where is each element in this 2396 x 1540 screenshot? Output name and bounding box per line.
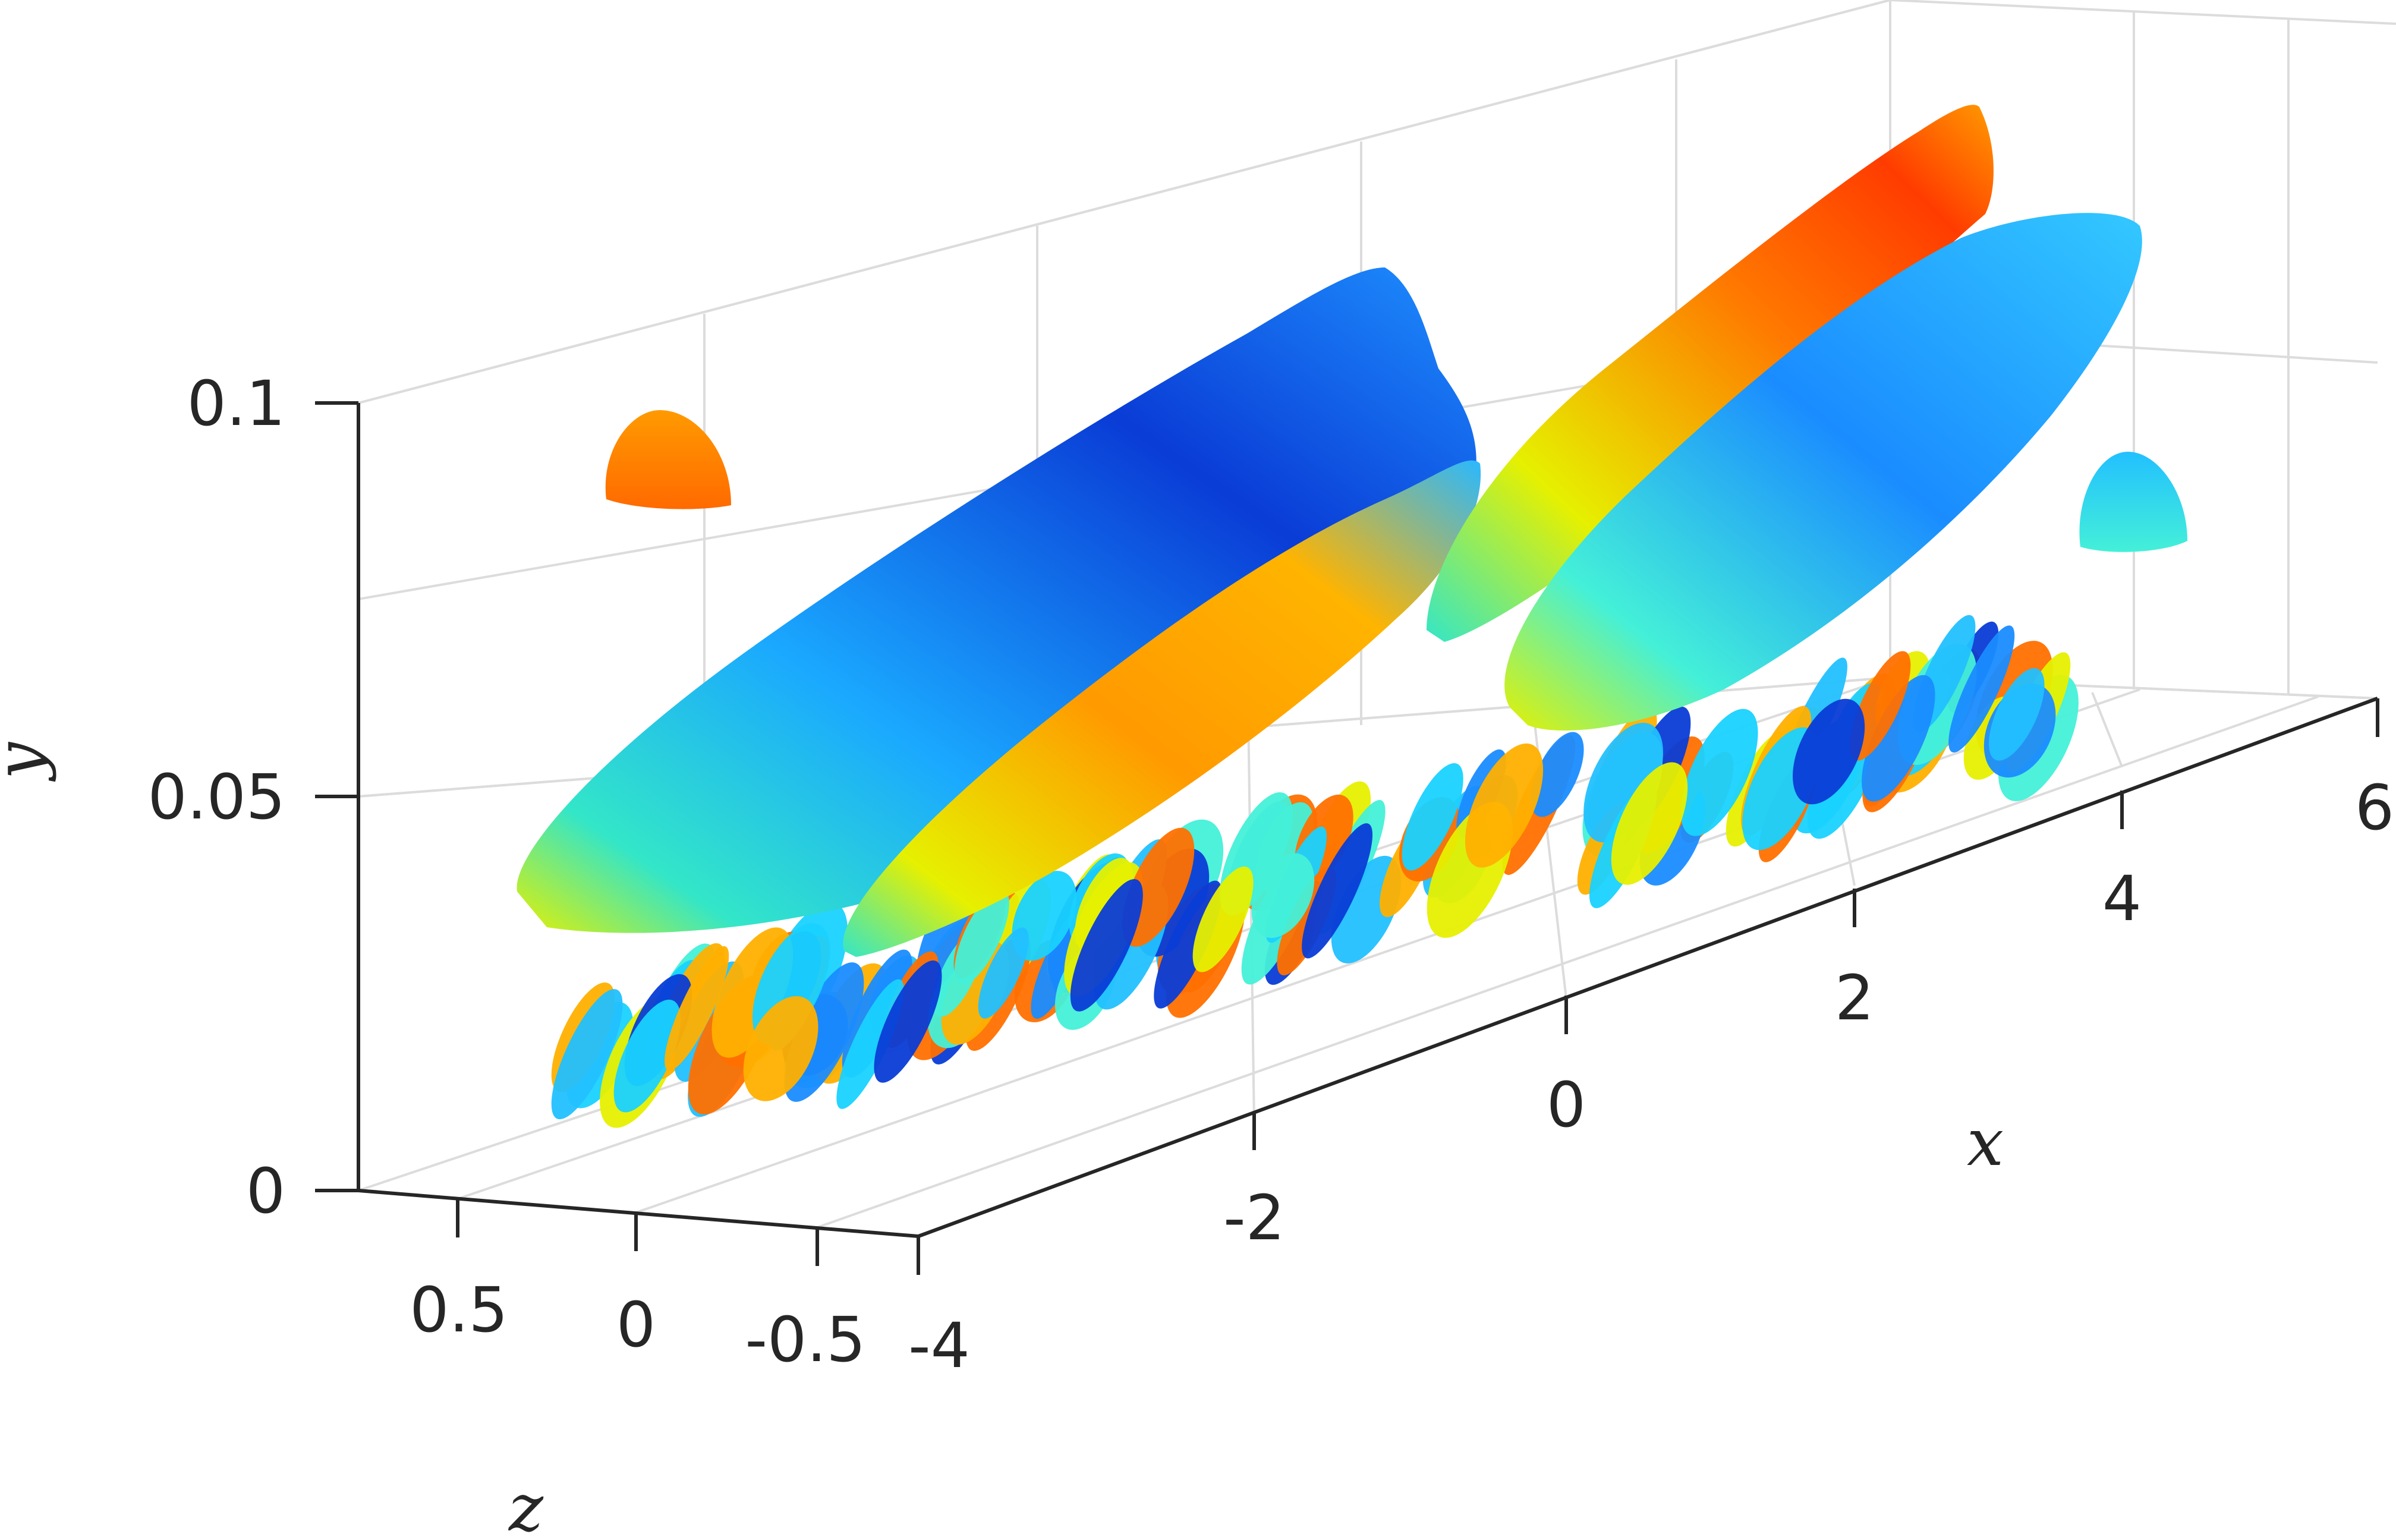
- axis-labels: y x z: [0, 741, 2004, 1540]
- tick-labels: 0.1 0.05 0 0.5 0 -0.5 -4 -2 0 2 4 6: [147, 367, 2394, 1382]
- near-wall-blob: [551, 989, 623, 1120]
- near-wall-blob: [1948, 625, 2015, 753]
- near-wall-blob: [874, 960, 942, 1083]
- y-tick-label: 0.1: [187, 367, 285, 440]
- z-tick-label: 0: [616, 1289, 656, 1361]
- near-wall-blob: [1862, 675, 1935, 802]
- near-wall-blob: [836, 979, 904, 1109]
- y-tick-label: 0.05: [147, 761, 285, 833]
- x-tick-label: -2: [1223, 1182, 1285, 1254]
- near-wall-blob: [1402, 763, 1463, 871]
- floating-blob-orange: [605, 410, 731, 509]
- streak-red: [1427, 105, 1994, 643]
- near-wall-blob: [1849, 651, 1911, 761]
- near-wall-blob: [1302, 823, 1373, 959]
- near-wall-blob: [1192, 866, 1254, 972]
- x-axis-label: x: [1967, 1104, 2004, 1180]
- x-tick-label: -4: [908, 1309, 970, 1382]
- near-wall-blob: [1793, 698, 1865, 805]
- y-axis-label: y: [0, 741, 57, 782]
- near-wall-blob: [743, 996, 818, 1101]
- streak-orange: [843, 460, 1481, 957]
- near-wall-blob: [1611, 762, 1688, 885]
- floating-blob-cyan: [2079, 452, 2187, 552]
- z-tick-label: 0.5: [410, 1274, 508, 1346]
- axes: [315, 401, 2379, 1275]
- near-wall-blob: [1989, 668, 2045, 761]
- near-wall-blob: [978, 927, 1029, 1019]
- large-streaks: [517, 105, 2187, 957]
- x-axis-line: [917, 697, 2379, 1238]
- near-wall-structures: [551, 615, 2079, 1128]
- near-wall-blob: [954, 889, 1009, 985]
- x-tick-label: 6: [2355, 771, 2394, 844]
- near-wall-blob: [1531, 732, 1584, 817]
- near-wall-blob: [665, 946, 729, 1071]
- near-wall-blob: [1122, 827, 1195, 947]
- x-tick-label: 0: [1547, 1069, 1586, 1141]
- z-axis-label: z: [508, 1470, 544, 1540]
- near-wall-blob: [1583, 723, 1664, 843]
- near-wall-blob: [1070, 879, 1143, 1012]
- near-wall-blob: [1251, 853, 1315, 939]
- near-wall-blob: [1680, 708, 1758, 836]
- x-tick-label: 4: [2102, 862, 2142, 935]
- x-tick-label: 2: [1835, 962, 1874, 1034]
- y-tick-label: 0: [246, 1155, 285, 1227]
- streak-blue: [517, 267, 1476, 933]
- streak-cyan: [1504, 213, 2142, 731]
- z-axis-line: [358, 1189, 919, 1238]
- near-wall-blob: [613, 999, 681, 1113]
- z-tick-label: -0.5: [745, 1303, 866, 1376]
- near-wall-blob: [1465, 743, 1544, 868]
